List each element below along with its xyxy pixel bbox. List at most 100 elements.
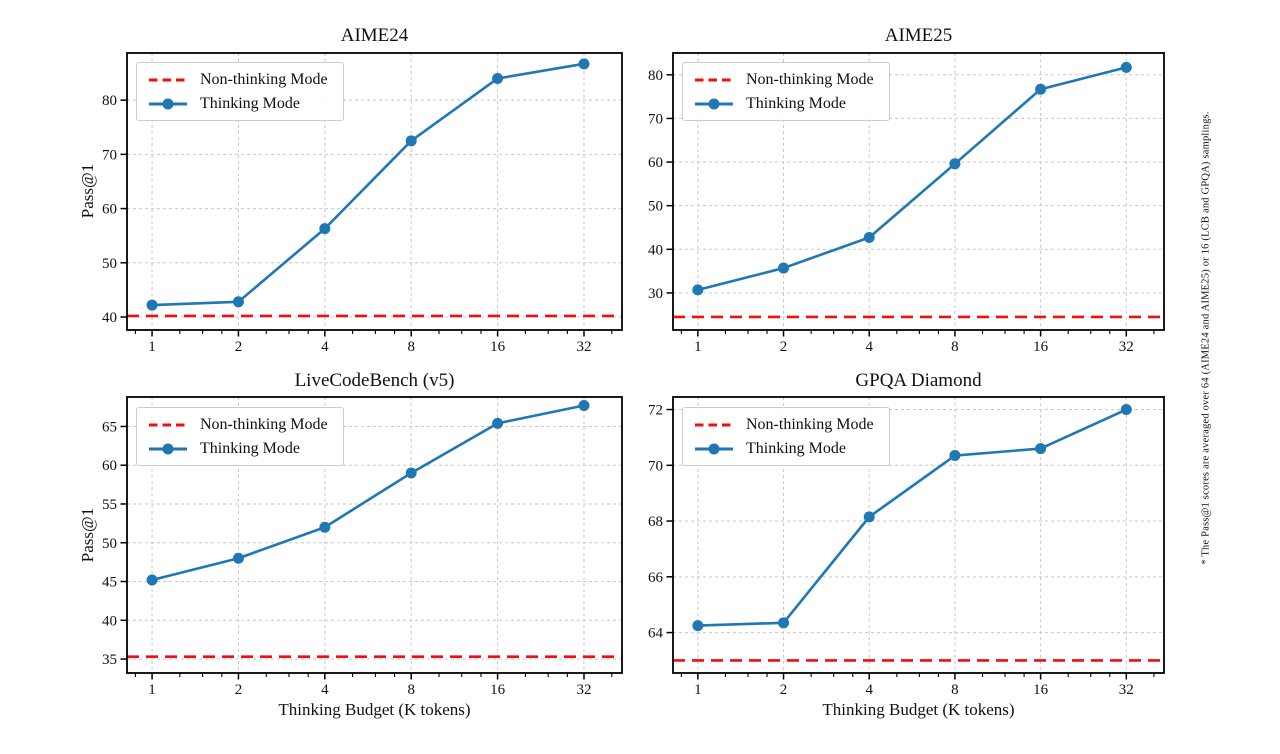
legend-label-thinking: Thinking Mode — [200, 95, 300, 113]
x-tick-label: 32 — [576, 682, 591, 698]
y-tick-label: 70 — [102, 147, 117, 163]
legend-item-non-thinking: Non-thinking Mode — [147, 70, 328, 89]
y-tick-label: 40 — [102, 613, 117, 629]
legend-label-non-thinking: Non-thinking Mode — [746, 416, 874, 433]
data-point-marker — [492, 417, 504, 429]
legend-livecodebench: Non-thinking Mode Thinking Mode — [136, 407, 344, 467]
y-tick-label: 70 — [648, 458, 663, 474]
data-point-marker — [232, 552, 244, 564]
x-tick-label: 32 — [576, 339, 591, 355]
dashed-red-line-icon — [149, 78, 187, 82]
y-tick-label: 80 — [102, 93, 117, 109]
footnote: * The Pass@1 scores are averaged over 64… — [1200, 111, 1212, 565]
thinking-line — [697, 66, 1127, 292]
x-axis-label-right: Thinking Budget (K tokens) — [822, 700, 1015, 719]
y-tick-label: 66 — [648, 570, 664, 586]
legend-aime24: Non-thinking Mode Thinking Mode — [136, 62, 344, 122]
legend-item-thinking: Thinking Mode — [147, 94, 328, 113]
data-point-marker — [949, 158, 961, 170]
data-point-marker — [319, 521, 331, 533]
x-tick-label: 4 — [321, 682, 329, 698]
x-tick-label: 2 — [235, 339, 243, 355]
data-point-marker — [1035, 83, 1047, 95]
blue-line-marker-icon — [149, 98, 187, 110]
thinking-line — [152, 62, 585, 307]
y-tick-label: 55 — [102, 497, 117, 513]
legend-label-thinking: Thinking Mode — [746, 440, 846, 458]
data-point-marker — [232, 296, 244, 308]
y-axis-label-top: Pass@1 — [78, 163, 97, 219]
legend-gpqa-diamond: Non-thinking Mode Thinking Mode — [682, 407, 890, 467]
data-point-marker — [319, 223, 331, 235]
x-tick-label: 1 — [694, 339, 702, 355]
y-tick-label: 68 — [648, 514, 663, 530]
legend-item-non-thinking: Non-thinking Mode — [693, 70, 874, 89]
blue-line-marker-icon — [695, 443, 733, 455]
data-point-marker — [492, 72, 504, 84]
data-point-marker — [146, 574, 158, 586]
x-tick-label: 8 — [407, 682, 415, 698]
x-tick-label: 4 — [321, 339, 329, 355]
data-point-marker — [778, 262, 790, 274]
chart-livecodebench-v5: 1 2 4 8 16 32 35 40 45 50 55 60 65 — [102, 396, 623, 698]
x-tick-label: 8 — [951, 339, 959, 355]
thinking-line — [151, 404, 585, 582]
y-tick-label: 40 — [102, 310, 117, 326]
y-tick-label: 60 — [102, 458, 117, 474]
chart-gpqa-diamond: 1 2 4 8 16 32 64 66 68 70 72 — [648, 396, 1165, 698]
y-tick-label: 50 — [648, 199, 663, 215]
dashed-red-line-icon — [149, 423, 187, 427]
y-tick-label: 60 — [102, 202, 117, 218]
data-point-marker — [692, 620, 704, 632]
data-point-marker — [692, 284, 704, 296]
x-tick-label: 16 — [1033, 339, 1049, 355]
x-tick-label: 4 — [865, 682, 873, 698]
chart-aime24: 1 2 4 8 16 32 40 50 60 70 80 — [102, 52, 623, 355]
x-tick-label: 32 — [1119, 339, 1134, 355]
chart-title-aime25: AIME25 — [884, 25, 953, 46]
data-point-marker — [578, 58, 590, 70]
y-tick-label: 30 — [648, 286, 663, 302]
x-tick-label: 4 — [865, 339, 873, 355]
x-tick-label: 2 — [780, 339, 788, 355]
plot-border — [126, 52, 623, 331]
legend-item-thinking: Thinking Mode — [693, 439, 874, 458]
y-axis-label-bottom: Pass@1 — [78, 507, 97, 563]
blue-line-marker-icon — [695, 98, 733, 110]
x-axis-label-left: Thinking Budget (K tokens) — [278, 700, 471, 719]
dashed-red-line-icon — [695, 78, 733, 82]
data-point-marker — [1035, 443, 1047, 455]
x-tick-label: 8 — [951, 682, 959, 698]
data-point-marker — [578, 400, 590, 412]
data-point-marker — [405, 467, 417, 479]
legend-label-non-thinking: Non-thinking Mode — [746, 71, 874, 88]
chart-title-gpqa-diamond: GPQA Diamond — [855, 370, 982, 391]
legend-label-thinking: Thinking Mode — [200, 440, 300, 458]
legend-item-non-thinking: Non-thinking Mode — [693, 415, 874, 434]
y-tick-label: 80 — [648, 68, 663, 84]
x-tick-label: 16 — [490, 339, 506, 355]
data-point-marker — [405, 135, 417, 147]
x-tick-label: 8 — [407, 339, 415, 355]
x-tick-label: 32 — [1119, 682, 1134, 698]
chart-title-livecodebench: LiveCodeBench (v5) — [294, 370, 455, 391]
data-point-marker — [863, 511, 875, 523]
y-tick-label: 64 — [648, 626, 664, 642]
legend-item-non-thinking: Non-thinking Mode — [147, 415, 328, 434]
x-tick-label: 1 — [148, 339, 156, 355]
y-tick-label: 70 — [648, 111, 663, 127]
x-tick-label: 2 — [235, 682, 243, 698]
data-point-marker — [1120, 404, 1132, 416]
legend-item-thinking: Thinking Mode — [147, 439, 328, 458]
legend-label-thinking: Thinking Mode — [746, 95, 846, 113]
x-tick-label: 16 — [490, 682, 506, 698]
y-tick-label: 50 — [102, 536, 117, 552]
x-tick-label: 1 — [148, 682, 156, 698]
data-point-marker — [146, 299, 158, 311]
legend-item-thinking: Thinking Mode — [693, 94, 874, 113]
plot-border — [126, 396, 623, 674]
dashed-red-line-icon — [695, 423, 733, 427]
data-point-marker — [863, 232, 875, 244]
